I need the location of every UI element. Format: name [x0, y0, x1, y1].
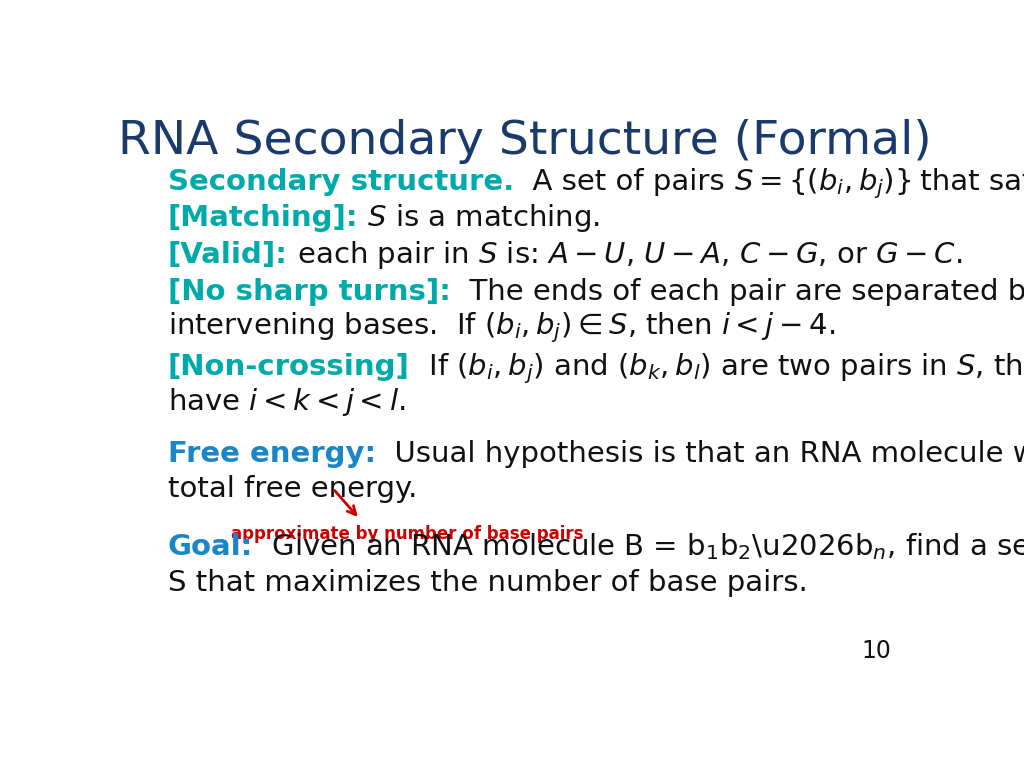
Text: The ends of each pair are separated by at least 4: The ends of each pair are separated by a…: [451, 278, 1024, 306]
Text: [Non-crossing]: [Non-crossing]: [168, 353, 410, 381]
Text: $S$ is a matching.: $S$ is a matching.: [358, 203, 600, 234]
Text: [No sharp turns]:: [No sharp turns]:: [168, 278, 451, 306]
Text: Usual hypothesis is that an RNA molecule will maximize: Usual hypothesis is that an RNA molecule…: [376, 440, 1024, 468]
Text: [Valid]:: [Valid]:: [168, 241, 288, 269]
Text: [Matching]:: [Matching]:: [168, 204, 358, 233]
Text: total free energy.: total free energy.: [168, 475, 417, 503]
Text: have $i < k < j < l$.: have $i < k < j < l$.: [168, 386, 404, 419]
Text: Given an RNA molecule B = b$_1$b$_2$\u2026b$_n$, find a secondary structure: Given an RNA molecule B = b$_1$b$_2$\u20…: [253, 531, 1024, 563]
Text: intervening bases.  If $(b_i, b_j) \in S$, then $i < j - 4$.: intervening bases. If $(b_i, b_j) \in S$…: [168, 311, 836, 346]
Text: approximate by number of base pairs: approximate by number of base pairs: [231, 525, 584, 543]
Text: If $(b_i, b_j)$ and $(b_k, b_l)$ are two pairs in $S$, then we cannot: If $(b_i, b_j)$ and $(b_k, b_l)$ are two…: [410, 351, 1024, 386]
Text: each pair in $S$ is: $A-U$, $U-A$, $C-G$, or $G-C$.: each pair in $S$ is: $A-U$, $U-A$, $C-G$…: [288, 239, 962, 271]
Text: Free energy:: Free energy:: [168, 440, 376, 468]
Text: $S = \{(b_i, b_j)\}$: $S = \{(b_i, b_j)\}$: [734, 166, 911, 200]
Text: RNA Secondary Structure (Formal): RNA Secondary Structure (Formal): [118, 119, 932, 164]
Text: S that maximizes the number of base pairs.: S that maximizes the number of base pair…: [168, 568, 808, 597]
Text: Goal:: Goal:: [168, 532, 253, 561]
Text: 10: 10: [861, 639, 892, 663]
Text: A set of pairs: A set of pairs: [514, 167, 734, 196]
Text: Secondary structure.: Secondary structure.: [168, 167, 514, 196]
Text: that satisfy:: that satisfy:: [911, 167, 1024, 196]
